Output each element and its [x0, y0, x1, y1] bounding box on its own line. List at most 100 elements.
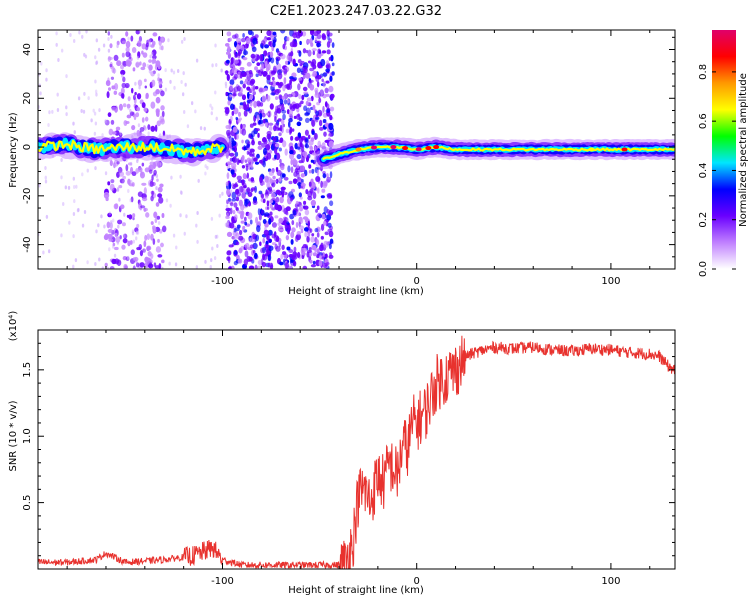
noise-blob — [310, 159, 314, 163]
noise-blob — [312, 152, 316, 156]
noise-blob — [258, 190, 263, 195]
noise-blob — [157, 254, 163, 258]
noise-blob — [305, 189, 309, 195]
noise-blob — [268, 217, 272, 225]
noise-blob — [229, 83, 234, 91]
noise-blob — [308, 169, 312, 174]
noise-blob — [150, 221, 154, 226]
noise-blob — [272, 41, 276, 48]
noise-blob — [312, 104, 316, 111]
noise-blob — [321, 213, 326, 220]
noise-blob — [320, 195, 325, 199]
noise-blob — [73, 130, 77, 135]
noise-blob — [237, 118, 241, 123]
noise-blob — [321, 78, 324, 83]
noise-blob — [305, 138, 309, 143]
noise-blob — [316, 81, 320, 88]
noise-blob — [288, 52, 292, 57]
noise-blob — [100, 214, 103, 219]
noise-blob — [242, 57, 248, 61]
noise-blob — [242, 32, 245, 38]
noise-blob — [307, 220, 311, 228]
noise-blob — [269, 51, 274, 58]
noise-blob — [311, 168, 315, 174]
noise-blob — [325, 121, 328, 128]
noise-blob — [109, 222, 113, 229]
noise-blob — [183, 231, 186, 236]
spectrogram-frame — [37, 29, 676, 270]
x-tick-label: 100 — [601, 276, 620, 287]
noise-blob — [144, 116, 149, 122]
noise-blob — [327, 222, 332, 228]
noise-blob — [56, 92, 59, 97]
noise-blob — [160, 45, 164, 51]
noise-blob — [261, 209, 264, 215]
noise-blob — [290, 197, 294, 202]
noise-blob — [228, 37, 233, 42]
noise-blob — [229, 115, 233, 122]
noise-blob — [136, 106, 141, 112]
noise-blob — [288, 180, 293, 185]
noise-blob — [238, 186, 244, 193]
noise-blob — [129, 198, 132, 203]
noise-blob — [239, 102, 244, 106]
noise-blob — [225, 215, 230, 219]
noise-blob — [72, 184, 76, 189]
noise-blob — [264, 60, 268, 68]
x-tick-label: 100 — [601, 576, 620, 587]
noise-blob — [116, 240, 120, 245]
noise-blob — [302, 86, 308, 92]
noise-blob — [226, 188, 231, 196]
noise-blob — [142, 197, 148, 202]
noise-blob — [108, 247, 111, 252]
noise-blob — [236, 158, 240, 166]
noise-blob — [316, 205, 320, 211]
noise-blob — [131, 171, 137, 177]
noise-blob — [94, 55, 97, 60]
noise-blob — [301, 94, 305, 101]
noise-blob — [148, 59, 152, 63]
noise-blob — [218, 213, 221, 218]
noise-blob — [286, 83, 291, 91]
noise-blob — [226, 231, 233, 238]
noise-blob — [272, 31, 277, 36]
noise-blob — [241, 128, 247, 136]
noise-blob — [159, 45, 162, 50]
noise-blob — [67, 185, 71, 190]
noise-blob — [306, 251, 310, 258]
noise-blob — [246, 80, 252, 86]
noise-blob — [267, 229, 273, 236]
noise-blob — [151, 79, 156, 87]
noise-blob — [331, 62, 335, 67]
noise-blob — [195, 265, 199, 269]
noise-blob — [123, 212, 126, 217]
noise-blob — [285, 206, 291, 212]
noise-blob — [282, 84, 286, 92]
noise-blob — [251, 139, 255, 146]
noise-blob — [104, 262, 108, 267]
noise-blob — [256, 265, 263, 269]
noise-blob — [226, 74, 230, 82]
colorbar-tick-label: 0.2 — [698, 212, 709, 228]
noise-blob — [276, 169, 282, 176]
noise-blob — [310, 236, 315, 243]
noise-blob — [160, 106, 164, 111]
noise-blob — [312, 50, 315, 56]
noise-blob — [257, 145, 263, 150]
noise-blob — [331, 42, 335, 48]
noise-blob — [169, 203, 172, 208]
noise-blob — [246, 255, 251, 263]
noise-blob — [281, 95, 286, 100]
noise-blob — [249, 123, 254, 128]
noise-blob — [266, 30, 272, 37]
noise-blob — [254, 161, 260, 165]
noise-blob — [175, 245, 178, 250]
noise-blob — [127, 60, 132, 67]
noise-blob — [153, 225, 157, 230]
noise-blob — [144, 234, 148, 241]
noise-blob — [158, 82, 161, 87]
noise-blob — [257, 132, 260, 138]
noise-blob — [97, 223, 100, 228]
noise-blob — [325, 68, 330, 73]
noise-blob — [144, 85, 147, 89]
